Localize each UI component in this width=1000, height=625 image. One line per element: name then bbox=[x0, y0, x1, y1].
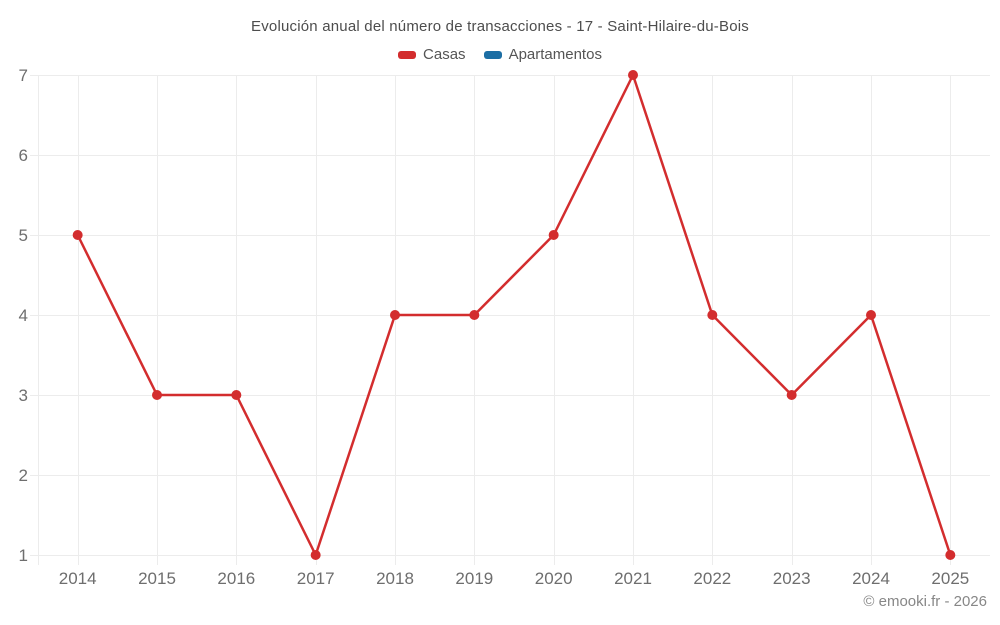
series-casas bbox=[72, 70, 956, 560]
data-point[interactable] bbox=[707, 310, 718, 320]
y-axis-labels: 1 2 3 4 5 6 7 bbox=[19, 66, 28, 565]
svg-text:4: 4 bbox=[19, 306, 28, 325]
data-point[interactable] bbox=[72, 230, 83, 240]
svg-text:5: 5 bbox=[19, 226, 28, 245]
svg-text:2015: 2015 bbox=[138, 569, 176, 588]
svg-text:2017: 2017 bbox=[297, 569, 335, 588]
data-point[interactable] bbox=[390, 310, 400, 320]
data-point[interactable] bbox=[469, 310, 480, 320]
data-point[interactable] bbox=[866, 310, 876, 320]
series-line bbox=[76, 73, 952, 557]
svg-text:2024: 2024 bbox=[852, 569, 890, 588]
chart-title: Evolución anual del número de transaccio… bbox=[251, 18, 749, 35]
svg-text:2023: 2023 bbox=[773, 569, 811, 588]
data-point[interactable] bbox=[310, 550, 321, 560]
svg-text:2014: 2014 bbox=[59, 569, 97, 588]
x-axis-labels: 2014 2015 2016 2017 2018 2019 2020 2021 2022 2023… bbox=[59, 569, 969, 588]
svg-text:2018: 2018 bbox=[376, 569, 414, 588]
data-point[interactable] bbox=[548, 230, 559, 240]
gridlines bbox=[30, 75, 990, 565]
data-point[interactable] bbox=[152, 390, 162, 400]
svg-text:2019: 2019 bbox=[455, 569, 493, 588]
legend-label-apartamentos: Apartamentos bbox=[508, 46, 602, 63]
svg-text:2020: 2020 bbox=[535, 569, 573, 588]
svg-text:2025: 2025 bbox=[931, 569, 969, 588]
data-point[interactable] bbox=[786, 390, 797, 400]
casas-series-marker-icon bbox=[398, 50, 417, 59]
svg-text:7: 7 bbox=[19, 66, 28, 85]
data-point[interactable] bbox=[945, 550, 956, 560]
svg-text:1: 1 bbox=[19, 546, 28, 565]
footer-credit: © emooki.fr - 2026 bbox=[863, 593, 987, 610]
svg-text:2016: 2016 bbox=[217, 569, 255, 588]
svg-text:2022: 2022 bbox=[693, 569, 731, 588]
chart-legend: Casas Apartamentos bbox=[0, 46, 1000, 63]
data-point[interactable] bbox=[231, 390, 242, 400]
data-point[interactable] bbox=[628, 70, 638, 80]
legend-item-apartamentos[interactable]: Apartamentos bbox=[483, 46, 602, 63]
legend-label-casas: Casas bbox=[423, 46, 466, 63]
apartamentos-series-marker-icon bbox=[483, 50, 502, 59]
legend-item-casas[interactable]: Casas bbox=[398, 46, 466, 63]
svg-text:2021: 2021 bbox=[614, 569, 652, 588]
svg-text:2: 2 bbox=[19, 466, 28, 485]
svg-text:6: 6 bbox=[19, 146, 28, 165]
svg-text:3: 3 bbox=[19, 386, 28, 405]
